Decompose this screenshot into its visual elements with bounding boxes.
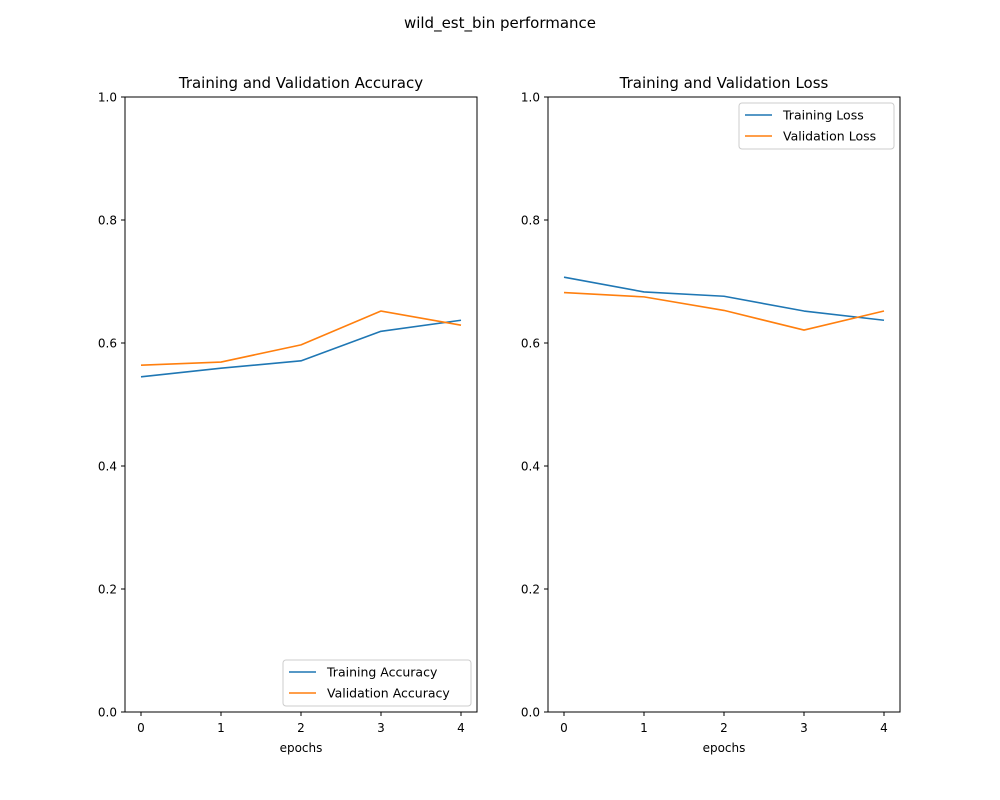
loss-x-tick-label: 3: [800, 721, 808, 735]
loss-x-tick-label: 0: [560, 721, 568, 735]
accuracy-y-tick-label: 0.4: [98, 460, 117, 474]
loss-x-tick-label: 2: [720, 721, 728, 735]
accuracy-x-tick-label: 0: [137, 721, 145, 735]
loss-y-tick-label: 0.0: [521, 706, 540, 720]
accuracy-x-tick-label: 2: [297, 721, 305, 735]
loss-chart: Training and Validation Loss epochs 0 1 2 3…: [521, 74, 901, 755]
accuracy-legend-label: Training Accuracy: [326, 665, 438, 680]
loss-chart-title: Training and Validation Loss: [619, 74, 829, 92]
accuracy-x-axis-label: epochs: [280, 741, 323, 755]
loss-legend: Training Loss Validation Loss: [738, 102, 895, 150]
accuracy-series-line-training: [140, 319, 462, 378]
accuracy-x-tick-label: 1: [217, 721, 225, 735]
loss-x-tick-label: 4: [880, 721, 888, 735]
accuracy-chart: Training and Validation Accuracy epochs …: [98, 74, 478, 755]
loss-legend-label: Validation Loss: [783, 129, 876, 144]
accuracy-x-tick-label: 3: [377, 721, 385, 735]
loss-legend-label: Training Loss: [782, 108, 864, 123]
loss-y-tick-label: 0.4: [521, 460, 540, 474]
accuracy-y-tick-label: 1.0: [98, 91, 117, 105]
loss-y-tick-label: 0.6: [521, 337, 540, 351]
accuracy-chart-title: Training and Validation Accuracy: [178, 74, 423, 92]
accuracy-y-tick-label: 0.0: [98, 706, 117, 720]
accuracy-y-tick-label: 0.8: [98, 214, 117, 228]
loss-y-tick-label: 0.2: [521, 583, 540, 597]
loss-series-line-training: [563, 276, 885, 322]
accuracy-axes-frame: [124, 96, 478, 713]
accuracy-x-tick-label: 4: [457, 721, 465, 735]
loss-y-tick-label: 0.8: [521, 214, 540, 228]
accuracy-y-tick-label: 0.2: [98, 583, 117, 597]
accuracy-legend-label: Validation Accuracy: [327, 686, 450, 701]
accuracy-y-tick-label: 0.6: [98, 337, 117, 351]
loss-x-tick-label: 1: [640, 721, 648, 735]
loss-y-tick-label: 1.0: [521, 91, 540, 105]
loss-x-axis-label: epochs: [703, 741, 746, 755]
accuracy-legend: Training Accuracy Validation Accuracy: [282, 659, 472, 707]
figure-title: wild_est_bin performance: [404, 14, 596, 33]
loss-series-line-validation: [563, 291, 885, 331]
loss-axes-frame: [547, 96, 901, 713]
accuracy-series-line-validation: [140, 310, 462, 366]
